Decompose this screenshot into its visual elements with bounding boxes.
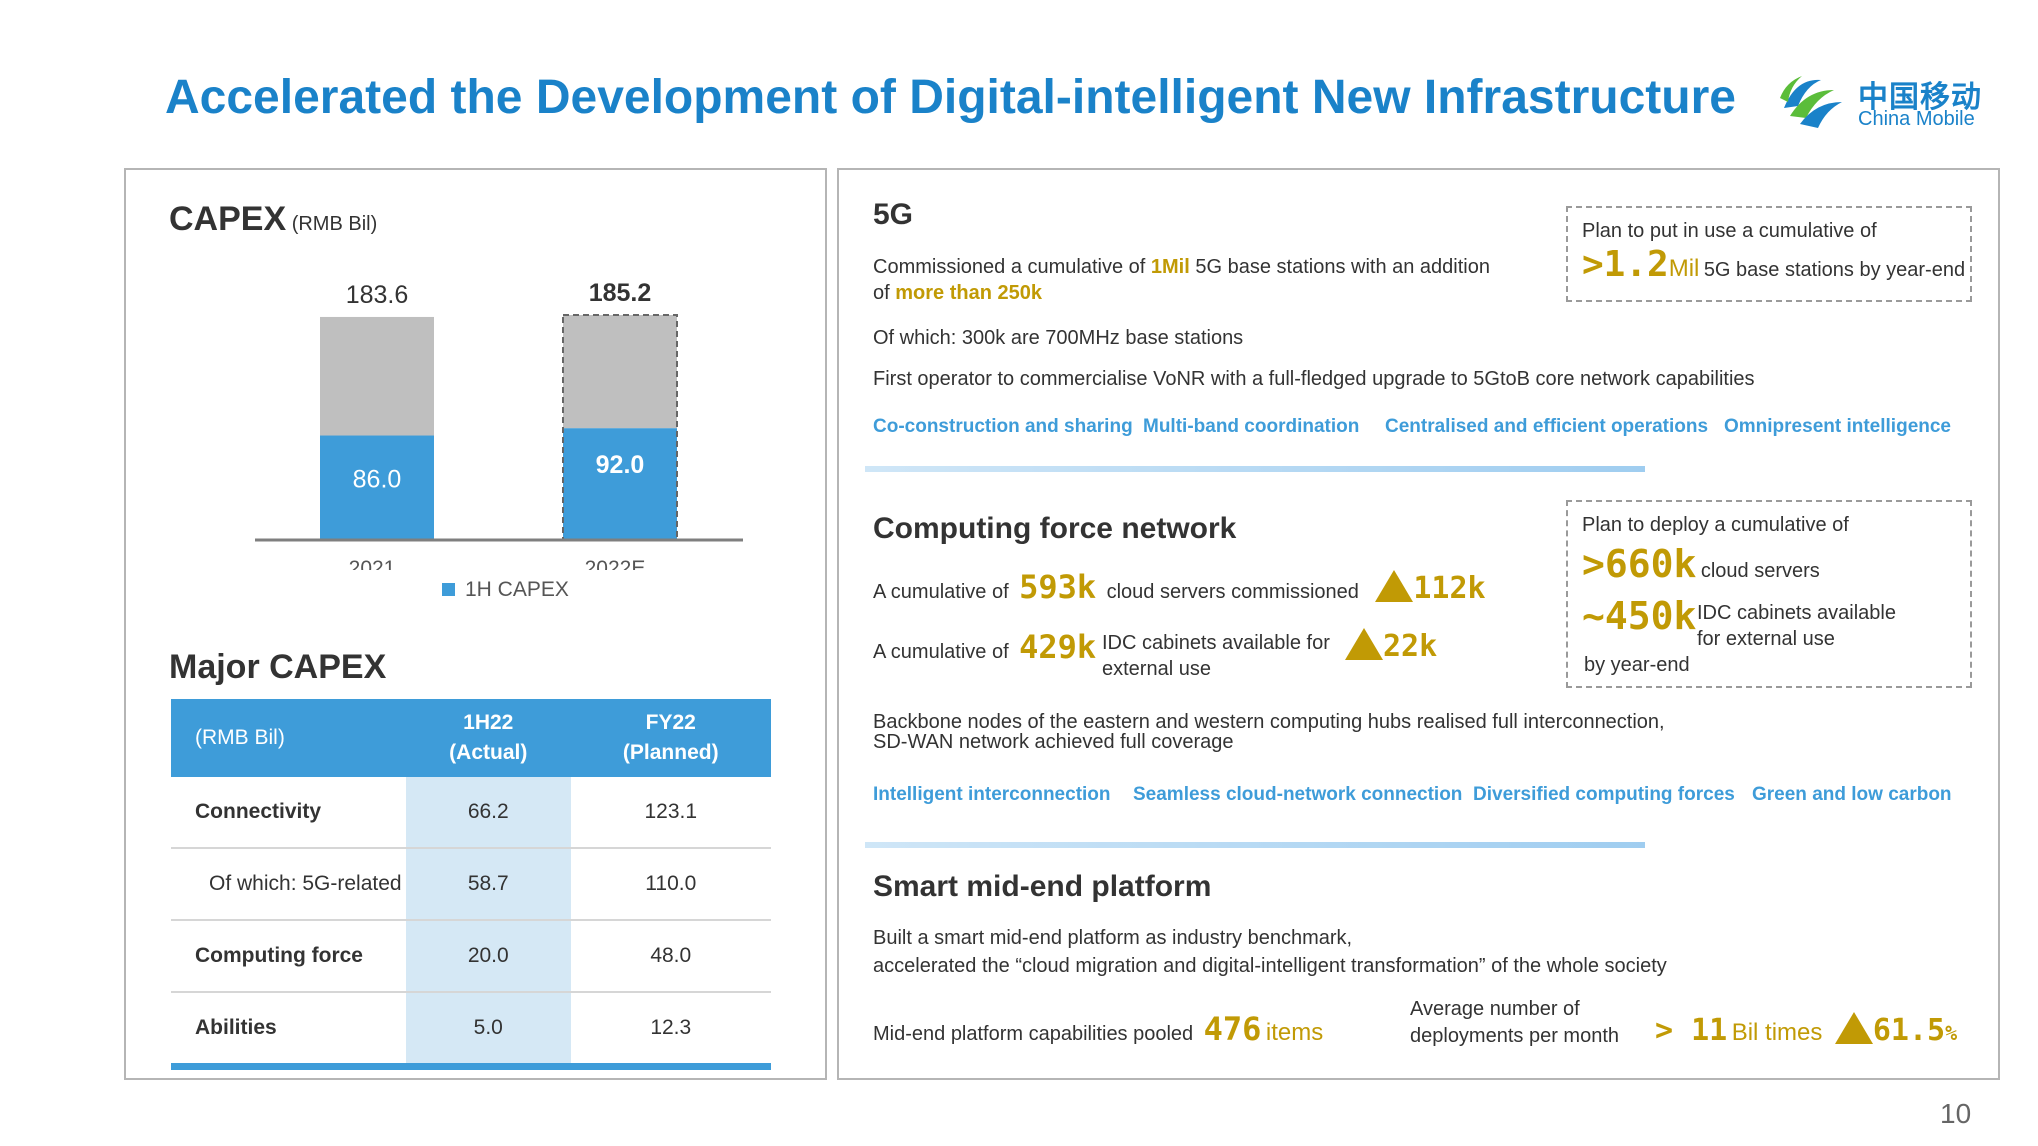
computing-row1: A cumulative of 593k cloud servers commi… xyxy=(873,568,1486,606)
table-header-unit: (RMB Bil) xyxy=(171,699,406,777)
cell-1h22: 66.2 xyxy=(406,777,571,849)
bar-total-label: 185.2 xyxy=(589,279,652,307)
computing-tag-4: Green and low carbon xyxy=(1752,784,1952,805)
fiveg-line3: First operator to commercialise VoNR wit… xyxy=(873,368,1755,390)
computing-tag-1: Intelligent interconnection xyxy=(873,784,1111,805)
bar-inner-label: 86.0 xyxy=(353,466,402,494)
midend-line1: Built a smart mid-end platform as indust… xyxy=(873,927,1353,949)
logo-chinese-text: 中国移动 xyxy=(1858,80,1982,115)
row-label: Connectivity xyxy=(171,777,406,849)
fiveg-line2: Of which: 300k are 700MHz base stations xyxy=(873,327,1244,349)
row-label: Computing force xyxy=(171,920,406,993)
computing-plan-servers: >660k cloud servers xyxy=(1582,542,1820,586)
row-label: Of which: 5G-related xyxy=(171,848,406,921)
logo-english-text: China Mobile xyxy=(1858,108,1975,130)
fiveg-tag-2: Multi-band coordination xyxy=(1143,416,1360,437)
page-title: Accelerated the Development of Digital-i… xyxy=(165,71,1736,124)
table-header-1h22: 1H22 (Actual) xyxy=(406,699,571,777)
midend-pooled: Mid-end platform capabilities pooled 476… xyxy=(873,1010,1324,1048)
capex-bar-chart: 183.6 86.0 2021 185.2 92.0 2022E xyxy=(255,279,743,570)
fiveg-plan-title: Plan to put in use a cumulative of xyxy=(1582,220,1877,242)
midend-avg-text: Average number of deployments per month xyxy=(1410,998,1620,1047)
left-panel xyxy=(124,168,827,1080)
table-row: Connectivity 66.2 123.1 xyxy=(171,777,771,849)
fiveg-plan-value: >1.2Mil 5G base stations by year-end xyxy=(1582,244,1966,285)
row-label: Abilities xyxy=(171,992,406,1070)
x-tick-label: 2022E xyxy=(585,557,646,570)
computing-plan-cabinets: ~450k xyxy=(1582,594,1697,638)
bar-remainder xyxy=(563,315,677,429)
fiveg-title: 5G xyxy=(873,198,914,231)
bar-inner-label: 92.0 xyxy=(596,451,645,479)
increase-triangle-icon xyxy=(1834,1012,1873,1044)
computing-plan-end: by year-end xyxy=(1584,654,1690,676)
cell-1h22: 20.0 xyxy=(406,920,571,993)
computing-title: Computing force network xyxy=(873,512,1237,545)
cell-fy22: 123.1 xyxy=(570,777,771,849)
computing-backbone: Backbone nodes of the eastern and wester… xyxy=(873,711,1665,753)
fiveg-tag-4: Omnipresent intelligence xyxy=(1724,416,1951,437)
cell-1h22: 58.7 xyxy=(406,848,571,921)
x-tick-label: 2021 xyxy=(349,557,396,570)
table-row: Of which: 5G-related 58.7 110.0 xyxy=(171,848,771,921)
section-divider xyxy=(865,466,1645,472)
cell-fy22: 110.0 xyxy=(570,848,771,921)
section-divider xyxy=(865,842,1645,848)
china-mobile-logo-icon xyxy=(1780,76,1842,128)
fiveg-tag-1: Co-construction and sharing xyxy=(873,416,1133,437)
computing-plan-title: Plan to deploy a cumulative of xyxy=(1582,514,1849,536)
bar-total-label: 183.6 xyxy=(346,281,409,309)
legend-label: 1H CAPEX xyxy=(465,578,569,601)
computing-plan-box xyxy=(1566,500,1972,688)
cell-fy22: 48.0 xyxy=(570,920,771,993)
page-number: 10 xyxy=(1940,1098,1972,1129)
computing-row2-text: IDC cabinets available for external use xyxy=(1102,632,1330,680)
table-row: Abilities 5.0 12.3 xyxy=(171,992,771,1070)
fiveg-line1-cont: of more than 250k xyxy=(873,282,1042,304)
midend-deployments: > 11 Bil times 61.5% xyxy=(1655,1012,1958,1048)
bar-1h-capex xyxy=(563,428,677,540)
cell-1h22: 5.0 xyxy=(406,992,571,1070)
cell-fy22: 12.3 xyxy=(570,992,771,1070)
fiveg-tag-3: Centralised and efficient operations xyxy=(1385,416,1709,437)
increase-triangle-icon xyxy=(1345,628,1383,660)
bar-1h-capex xyxy=(320,435,434,540)
computing-row2-increase: 22k xyxy=(1345,628,1437,664)
fiveg-line1: Commissioned a cumulative of 1Mil 5G bas… xyxy=(873,256,1490,278)
computing-tag-3: Diversified computing forces xyxy=(1473,784,1735,805)
chart-legend: 1H CAPEX xyxy=(442,578,569,602)
midend-line2: accelerated the “cloud migration and dig… xyxy=(873,955,1667,977)
major-capex-title: Major CAPEX xyxy=(169,648,387,686)
fiveg-plan-box xyxy=(1566,206,1972,302)
bar-remainder xyxy=(320,316,434,436)
major-capex-table: (RMB Bil) 1H22 (Actual) FY22 (Planned) Con… xyxy=(171,699,771,1070)
midend-title: Smart mid-end platform xyxy=(873,870,1212,903)
table-row: Computing force 20.0 48.0 xyxy=(171,920,771,993)
legend-swatch xyxy=(442,583,455,596)
computing-plan-cabinets-text: IDC cabinets available for external use xyxy=(1697,602,1896,650)
capex-title: CAPEX (RMB Bil) xyxy=(169,200,378,238)
computing-row2: A cumulative of 429k xyxy=(873,628,1097,666)
right-panel xyxy=(837,168,2000,1080)
increase-triangle-icon xyxy=(1375,570,1414,602)
computing-tag-2: Seamless cloud-network connection xyxy=(1133,784,1463,805)
table-header-fy22: FY22 (Planned) xyxy=(570,699,771,777)
